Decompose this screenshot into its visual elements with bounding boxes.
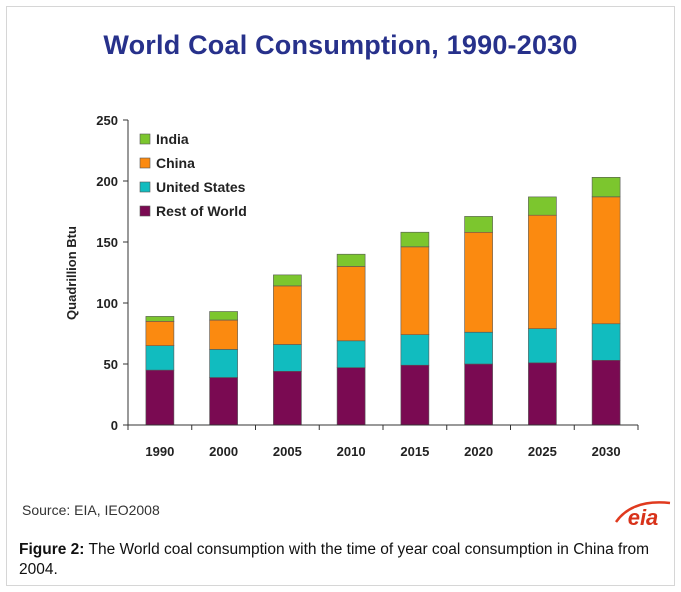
bar-united-states-2015 — [400, 334, 430, 366]
bar-china-2030 — [591, 196, 621, 325]
x-tick-label: 2010 — [337, 444, 366, 459]
legend-label-china: China — [156, 155, 195, 171]
x-tick-label: 2015 — [400, 444, 429, 459]
bar-india-2000 — [209, 311, 238, 321]
y-axis-title: Quadrillion Btu — [64, 226, 79, 320]
bar-united-states-2005 — [273, 344, 302, 372]
legend-swatch-india — [139, 133, 151, 145]
y-tick-label: 150 — [96, 235, 118, 250]
bar-india-2005 — [273, 274, 302, 287]
caption-text: The World coal consumption with the time… — [19, 541, 650, 578]
source-note: Source: EIA, IEO2008 — [22, 502, 160, 518]
bar-india-2030 — [591, 177, 621, 198]
bar-rest-of-world-2015 — [400, 364, 430, 426]
y-tick-label: 250 — [96, 113, 118, 128]
eia-logo-icon: eia — [614, 501, 671, 529]
legend-swatch-united-states — [139, 181, 151, 193]
bar-china-2020 — [464, 231, 493, 333]
legend-swatch-china — [139, 157, 151, 169]
legend-label-india: India — [156, 131, 189, 147]
bar-united-states-1990 — [145, 345, 175, 371]
legend-label-united-states: United States — [156, 179, 246, 195]
bar-india-2015 — [400, 231, 430, 248]
legend-label-rest-of-world: Rest of World — [156, 203, 247, 219]
bar-india-2025 — [528, 196, 557, 216]
caption-label: Figure 2: — [19, 541, 85, 558]
bar-china-2000 — [209, 319, 238, 350]
logo-text: eia — [628, 505, 659, 529]
x-tick-label: 2025 — [528, 444, 557, 459]
x-tick-label: 2030 — [592, 444, 621, 459]
bar-rest-of-world-2030 — [591, 359, 621, 426]
legend: India China United States Rest of World — [139, 131, 247, 219]
bar-china-2025 — [528, 214, 557, 329]
bar-rest-of-world-2005 — [273, 370, 302, 426]
bar-united-states-2010 — [336, 340, 366, 368]
bars-group — [145, 177, 621, 426]
bar-rest-of-world-2025 — [528, 362, 557, 426]
bar-india-2020 — [464, 216, 493, 233]
bar-united-states-2030 — [591, 323, 621, 361]
bar-united-states-2000 — [209, 349, 238, 378]
bar-rest-of-world-2000 — [209, 377, 238, 426]
x-tick-label: 1990 — [145, 444, 174, 459]
y-tick-label: 0 — [111, 418, 118, 433]
bar-china-1990 — [145, 320, 175, 346]
y-tick-label: 200 — [96, 174, 118, 189]
chart-title: World Coal Consumption, 1990-2030 — [103, 30, 578, 60]
x-tick-label: 2020 — [464, 444, 493, 459]
y-tick-label: 50 — [104, 357, 118, 372]
bar-rest-of-world-2020 — [464, 363, 493, 426]
bar-united-states-2025 — [528, 328, 557, 364]
bar-china-2015 — [400, 246, 430, 335]
bar-china-2010 — [336, 266, 366, 342]
x-tick-label: 2005 — [273, 444, 302, 459]
bar-rest-of-world-1990 — [145, 369, 175, 426]
bar-united-states-2020 — [464, 331, 493, 365]
legend-swatch-rest-of-world — [139, 205, 151, 217]
x-axis: 1990 2000 2005 2010 2015 2020 2025 2030 — [127, 424, 639, 459]
y-axis: 0 50 100 150 200 250 — [96, 113, 129, 433]
figure-caption: Figure 2: The World coal consumption wit… — [19, 540, 669, 580]
y-tick-label: 100 — [96, 296, 118, 311]
bar-india-2010 — [336, 253, 366, 267]
x-tick-label: 2000 — [209, 444, 238, 459]
bar-rest-of-world-2010 — [336, 367, 366, 426]
bar-china-2005 — [273, 285, 302, 345]
bar-india-1990 — [145, 316, 175, 322]
